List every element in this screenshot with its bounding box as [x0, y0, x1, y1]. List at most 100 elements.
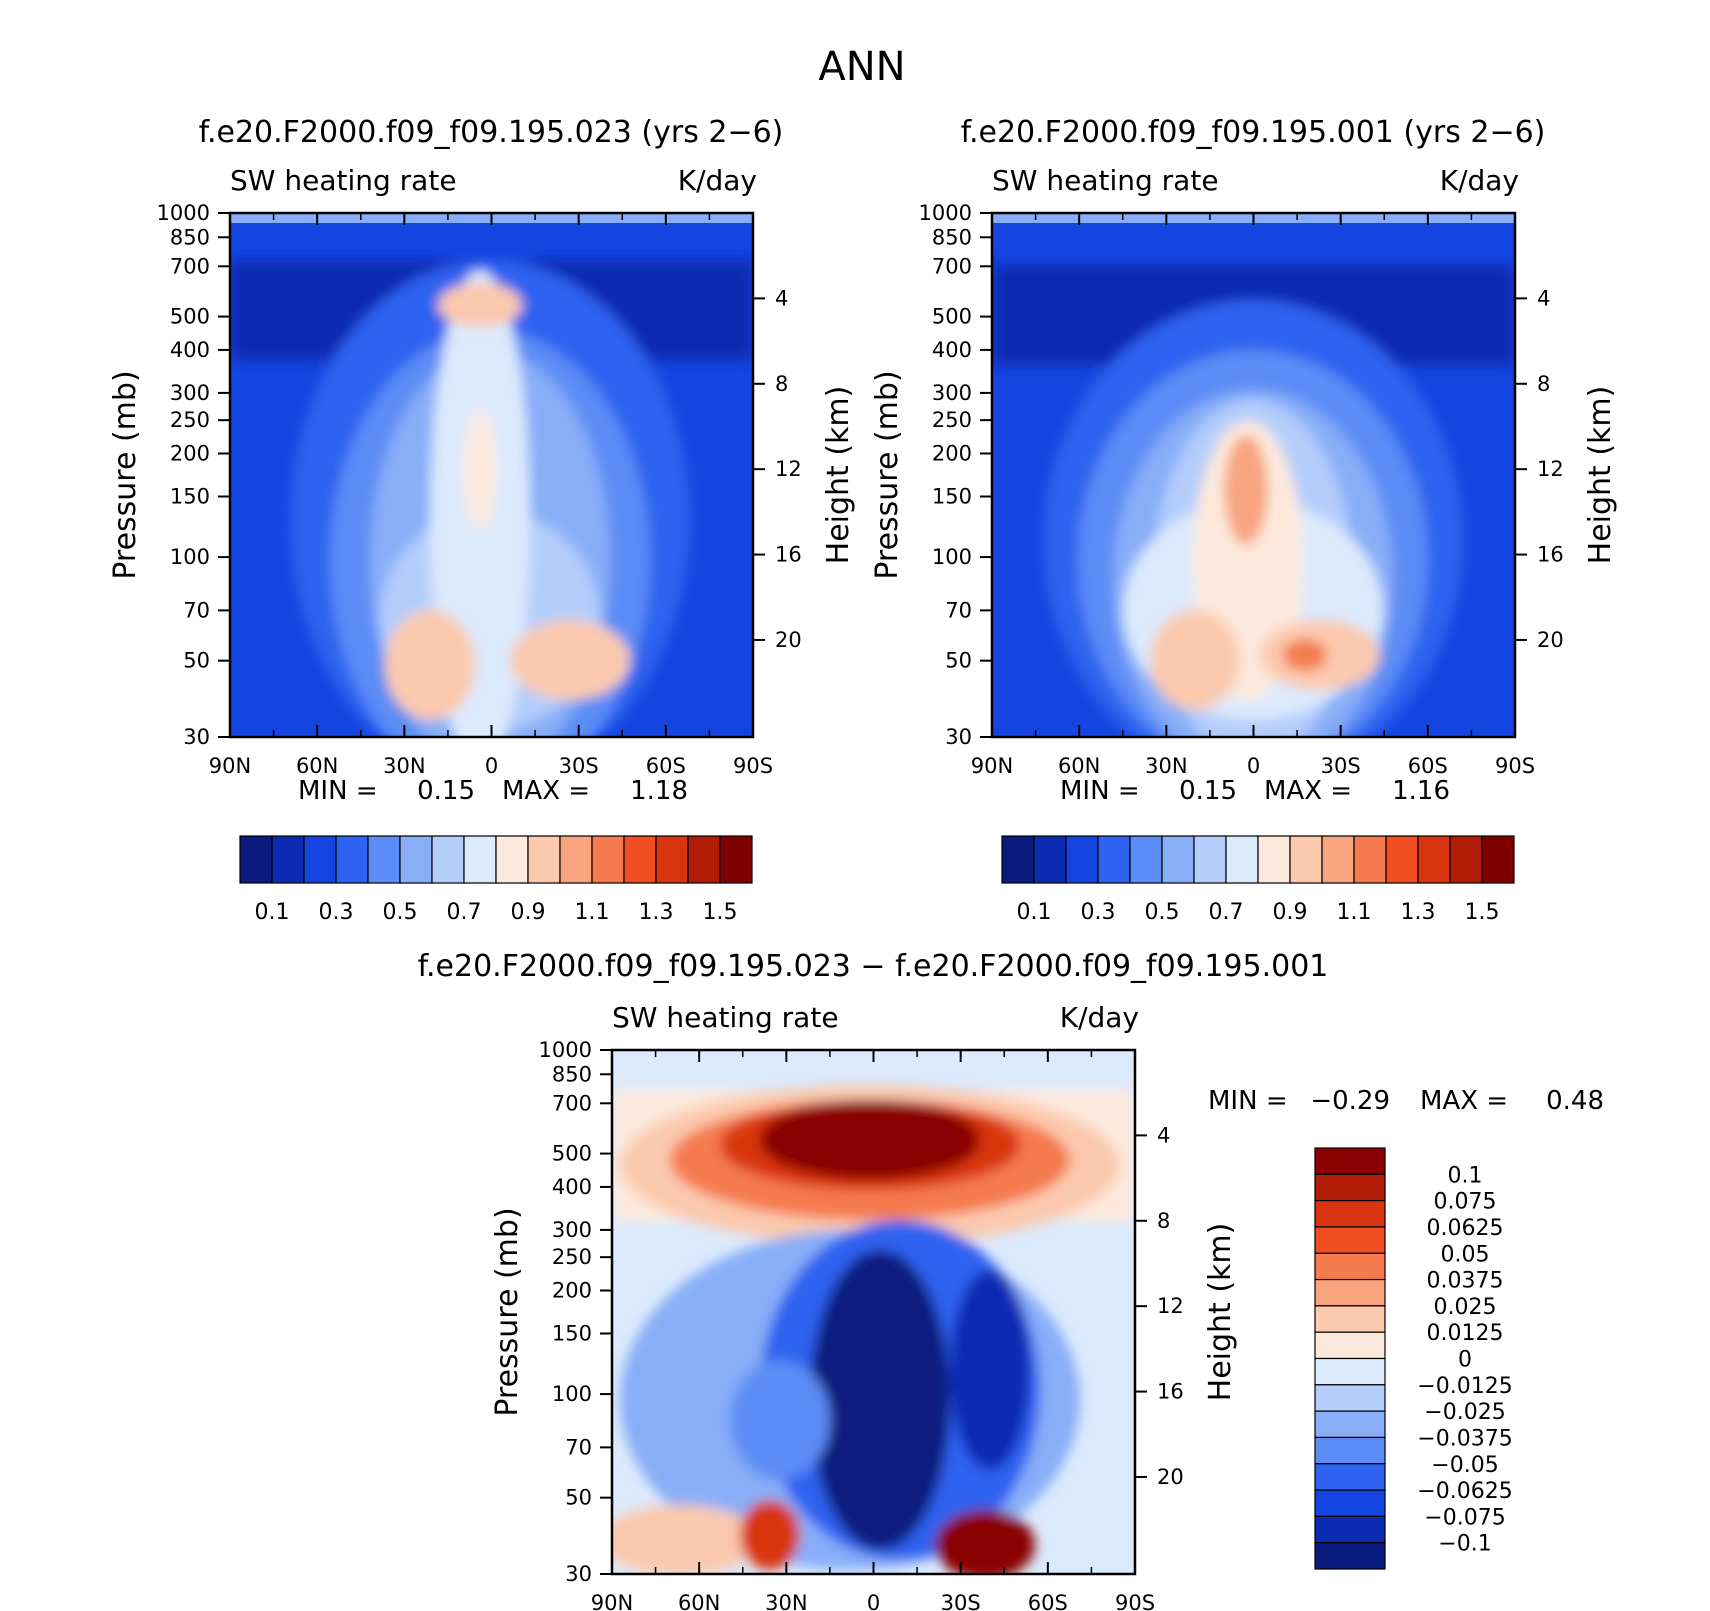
colorbar-swatch	[1257, 835, 1291, 884]
min-label: MIN =	[1060, 776, 1140, 806]
x-tick-label: 60N	[296, 754, 338, 778]
height-tick-label: 12	[1157, 1294, 1184, 1318]
x-tick-label: 60N	[1058, 754, 1100, 778]
panel-a-blob	[510, 620, 630, 700]
colorbar-swatch	[1314, 1147, 1386, 1175]
colorbar-label: 0.075	[1434, 1190, 1497, 1215]
colorbar-swatch	[1449, 835, 1483, 884]
colorbar-swatch	[303, 835, 337, 884]
colorbar-label: 1.3	[639, 900, 674, 925]
colorbar-swatch	[1314, 1226, 1386, 1254]
x-tick-label: 30S	[941, 1591, 981, 1611]
panel-c-blob	[810, 1250, 950, 1550]
colorbar-label: 1.5	[1465, 900, 1500, 925]
colorbar-swatch	[1314, 1542, 1386, 1570]
colorbar-swatch	[239, 835, 273, 884]
max-label: MAX =	[1264, 776, 1352, 806]
colorbar-label: −0.1	[1438, 1532, 1491, 1557]
colorbar-swatch	[463, 835, 497, 884]
colorbar-swatch	[1314, 1331, 1386, 1360]
min-label: MIN =	[298, 776, 378, 806]
y-tick-label: 100	[552, 1382, 592, 1406]
height-tick-label: 16	[1157, 1380, 1184, 1404]
colorbar-swatch	[1314, 1410, 1386, 1439]
y-tick-label: 30	[565, 1562, 592, 1586]
right-axis-label: Height (km)	[1203, 1223, 1238, 1402]
y-tick-label: 400	[170, 338, 210, 362]
x-tick-label: 30N	[765, 1591, 807, 1611]
colorbar-swatch	[527, 835, 561, 884]
height-tick-label: 16	[1537, 543, 1564, 567]
panel-c-blob	[950, 1270, 1030, 1470]
y-tick-label: 30	[945, 725, 972, 749]
colorbar-label: −0.05	[1431, 1453, 1498, 1478]
panel-b: f.e20.F2000.f09_f09.195.001 (yrs 2−6) SW…	[961, 115, 1545, 737]
colorbar-swatch	[367, 835, 401, 884]
colorbar-swatch	[1001, 835, 1035, 884]
y-tick-label: 300	[552, 1218, 592, 1242]
colorbar-swatch	[687, 835, 721, 884]
panel-a-blob	[438, 283, 522, 327]
max-label: MAX =	[1420, 1086, 1508, 1116]
panel-a-blob	[464, 410, 496, 530]
colorbar-swatch	[1314, 1384, 1386, 1412]
x-tick-label: 60S	[1028, 1591, 1068, 1611]
colorbar-swatch	[591, 835, 625, 884]
x-tick-label: 30S	[1321, 754, 1361, 778]
y-tick-label: 100	[932, 545, 972, 569]
colorbar-label: 0.0625	[1427, 1216, 1504, 1241]
height-tick-label: 20	[775, 628, 802, 652]
panel-a-title: f.e20.F2000.f09_f09.195.023 (yrs 2−6)	[199, 115, 784, 150]
colorbar-swatch	[559, 835, 593, 884]
panel-a: f.e20.F2000.f09_f09.195.023 (yrs 2−6) SW…	[199, 115, 784, 737]
right-axis-label: Height (km)	[821, 386, 856, 565]
colorbar-label: 0.1	[1448, 1163, 1483, 1188]
y-axis-label: Pressure (mb)	[870, 370, 905, 579]
x-tick-label: 0	[485, 754, 498, 778]
max-label: MAX =	[502, 776, 590, 806]
y-tick-label: 850	[552, 1062, 592, 1086]
colorbar-label: 0.7	[1209, 900, 1244, 925]
y-tick-label: 500	[932, 305, 972, 329]
min-value: −0.29	[1310, 1086, 1390, 1116]
colorbar-label: −0.025	[1424, 1400, 1505, 1425]
colorbar-swatch	[1289, 835, 1323, 884]
y-tick-label: 300	[932, 381, 972, 405]
chart-axes: 90N 60N 30N 0 30S 60S 90S305070100150200250300…	[108, 201, 1618, 1611]
panel-a-units: K/day	[678, 164, 757, 197]
colorbar-swatch	[495, 835, 529, 884]
colorbar-swatch	[719, 835, 753, 884]
y-tick-label: 50	[565, 1486, 592, 1510]
y-tick-label: 70	[565, 1435, 592, 1459]
colorbar-label: 1.1	[1337, 900, 1372, 925]
colorbar-swatch	[431, 835, 465, 884]
panel-c-left-label: SW heating rate	[612, 1001, 839, 1034]
y-tick-label: 50	[183, 649, 210, 673]
min-label: MIN =	[1208, 1086, 1288, 1116]
colorbar-label: 0.0125	[1427, 1321, 1504, 1346]
y-tick-label: 150	[932, 484, 972, 508]
colorbar-label: 0.1	[1017, 900, 1052, 925]
colorbar-label: 0.05	[1441, 1242, 1490, 1267]
y-tick-label: 70	[945, 598, 972, 622]
panel-a-blob	[385, 610, 475, 720]
y-tick-label: 400	[552, 1175, 592, 1199]
panel-b-blob	[1150, 610, 1240, 710]
max-value: 0.48	[1546, 1086, 1604, 1116]
colorbar-label: 1.3	[1401, 900, 1436, 925]
y-tick-label: 30	[183, 725, 210, 749]
panel-b-blob	[1283, 639, 1327, 671]
y-tick-label: 50	[945, 649, 972, 673]
y-tick-label: 250	[932, 408, 972, 432]
colorbar-label: −0.075	[1424, 1505, 1505, 1530]
colorbar-label: 0.5	[383, 900, 418, 925]
colorbar-swatch	[1314, 1252, 1386, 1281]
y-tick-label: 150	[552, 1321, 592, 1345]
panel-c-units: K/day	[1060, 1001, 1139, 1034]
colorbar-swatch	[1417, 835, 1451, 884]
colorbar-swatch	[1314, 1489, 1386, 1517]
x-tick-label: 60S	[646, 754, 686, 778]
y-tick-label: 200	[552, 1279, 592, 1303]
panel-b-left-label: SW heating rate	[992, 164, 1219, 197]
colorbar-swatch	[1225, 835, 1259, 884]
